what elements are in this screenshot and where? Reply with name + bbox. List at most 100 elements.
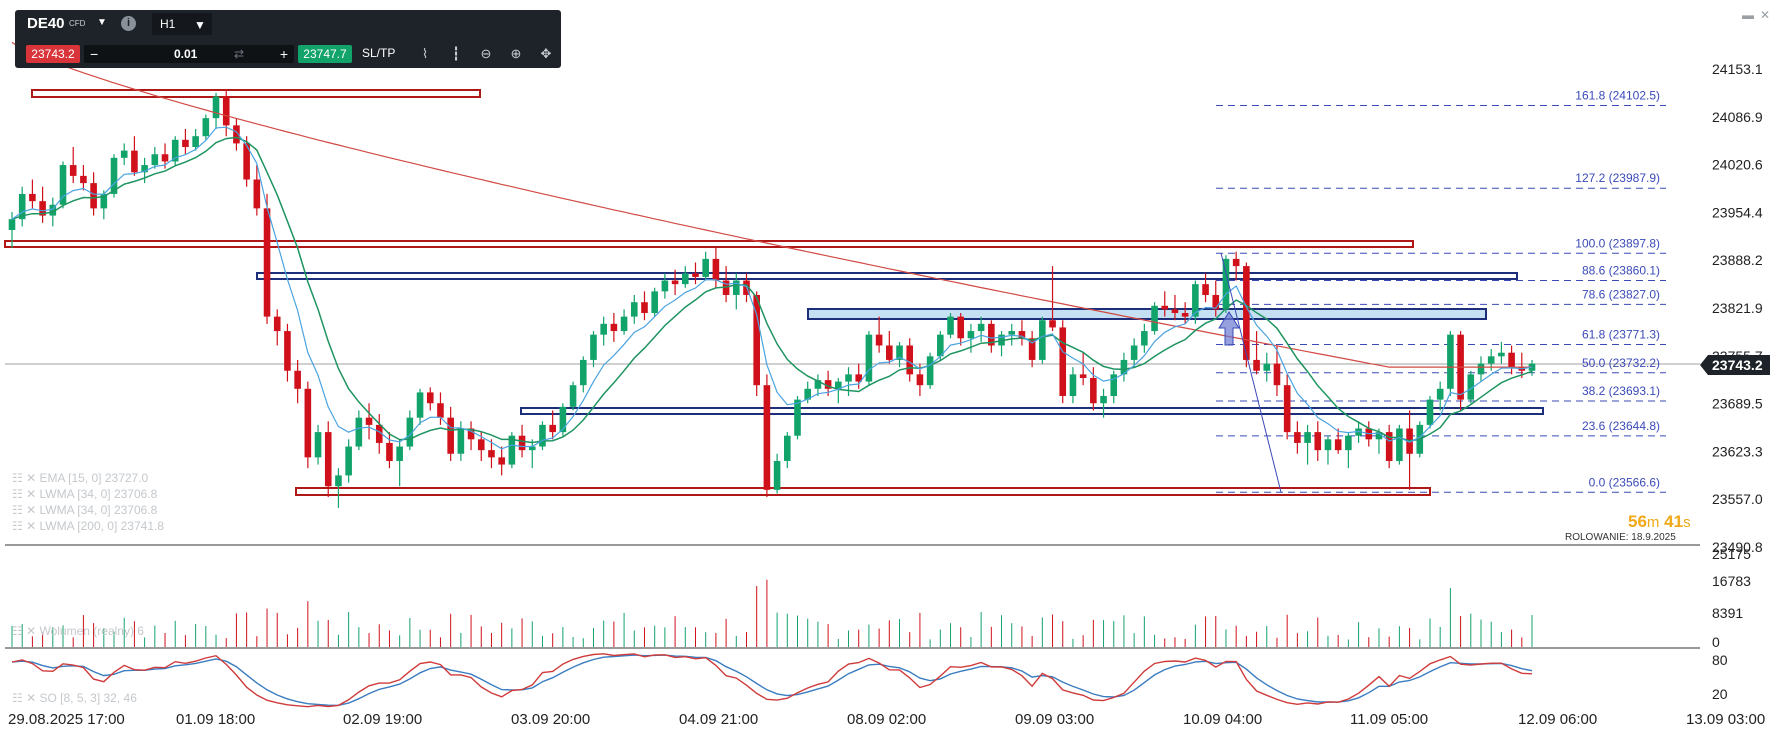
candle xyxy=(59,161,67,209)
price-axis-label: 24153.1 xyxy=(1712,61,1763,77)
candle xyxy=(508,432,516,469)
candle-body xyxy=(284,331,291,371)
candle xyxy=(1467,370,1475,404)
candle-body xyxy=(69,165,77,176)
zoom-in-icon[interactable]: ⊕ xyxy=(510,46,522,61)
candle-body xyxy=(304,388,312,458)
candle xyxy=(773,453,781,494)
time-axis-label: 13.09 03:00 xyxy=(1686,711,1765,728)
candle-body xyxy=(610,323,618,332)
candle-body xyxy=(906,345,914,375)
candle xyxy=(732,273,740,310)
trading-toolbar: DE40 CFD ▼ i H1 ▼ 23743.2 − 0.01 ⇄ + 237… xyxy=(15,10,561,68)
candle xyxy=(651,287,658,317)
candle-body xyxy=(100,193,108,209)
instrument-selector[interactable]: DE40 CFD ▼ i H1 ▼ xyxy=(15,10,215,38)
stoch-axis-label: 20 xyxy=(1712,686,1728,702)
candle-body xyxy=(8,219,16,231)
time-axis-label: 29.08.2025 17:00 xyxy=(8,711,125,728)
sell-button[interactable]: 23743.2 xyxy=(26,45,80,63)
candle-body xyxy=(528,446,536,451)
resistance-zone-mid xyxy=(4,240,1414,248)
fib-level-label: 38.2 (23693.1) xyxy=(1582,384,1660,398)
candle-body xyxy=(518,435,526,451)
increase-quantity-button[interactable]: + xyxy=(279,46,288,62)
minimize-icon[interactable]: ▬ xyxy=(1742,8,1754,22)
indicator-legend-item: ☷ ✕ EMA [15, 0] 23727.0 xyxy=(12,471,149,485)
candle xyxy=(1079,352,1087,386)
time-axis-label: 02.09 19:00 xyxy=(343,711,422,728)
candle xyxy=(39,186,46,223)
zoom-out-icon[interactable]: ⊖ xyxy=(480,46,492,61)
candle xyxy=(222,89,230,137)
candle xyxy=(845,367,852,397)
close-icon[interactable]: ✕ xyxy=(1760,8,1771,22)
candle-body xyxy=(467,428,475,440)
chevron-down-icon[interactable]: ▼ xyxy=(97,17,107,28)
price-axis-label: 23954.4 xyxy=(1712,204,1763,220)
move-icon[interactable]: ✥ xyxy=(540,46,552,61)
candle xyxy=(671,269,679,295)
candle xyxy=(498,446,505,476)
candle-body xyxy=(1253,359,1260,371)
candle xyxy=(763,374,771,498)
candle xyxy=(467,421,475,451)
candle-body xyxy=(253,179,261,209)
quantity-stepper[interactable]: − 0.01 ⇄ + xyxy=(84,45,294,63)
candle xyxy=(1181,302,1189,324)
line-chart-icon[interactable]: ⌇ xyxy=(421,46,429,61)
current-price-value: 23743.2 xyxy=(1712,357,1763,373)
candle xyxy=(1324,435,1332,465)
candle xyxy=(294,359,301,404)
buy-button[interactable]: 23747.7 xyxy=(298,45,352,63)
candle xyxy=(1447,331,1454,397)
decrease-quantity-button[interactable]: − xyxy=(90,46,99,62)
stoch-legend: ☷ ✕ SO [8, 5, 3] 32, 46 xyxy=(12,691,137,705)
sltp-button[interactable]: SL/TP xyxy=(362,46,396,60)
candle-body xyxy=(1059,327,1067,397)
candle-body xyxy=(600,323,607,335)
candle xyxy=(937,331,944,360)
candle xyxy=(335,468,342,508)
candle xyxy=(355,410,363,451)
time-axis-label: 08.09 02:00 xyxy=(847,711,926,728)
timeframe-select[interactable]: H1 ▼ xyxy=(152,13,212,35)
candle xyxy=(1498,341,1505,364)
candle xyxy=(579,356,587,393)
candle-body xyxy=(630,302,638,317)
candle xyxy=(1283,374,1291,440)
candle-body xyxy=(722,280,730,295)
quantity-value[interactable]: 0.01 xyxy=(174,47,198,61)
volume-axis-label: 25175 xyxy=(1712,546,1751,562)
candle xyxy=(1130,338,1138,368)
candle-body xyxy=(661,280,669,292)
candle xyxy=(977,316,985,342)
candle xyxy=(447,406,454,461)
candle-body xyxy=(569,385,577,407)
info-icon[interactable]: i xyxy=(121,16,136,31)
candle-body xyxy=(396,446,403,461)
volume-legend: ☷ ✕ Wolumen (realny) 6 xyxy=(12,624,144,638)
candle-body xyxy=(1222,258,1230,310)
candle-body xyxy=(1436,388,1444,400)
candles-icon[interactable]: ┇ xyxy=(452,46,460,61)
lwma34-line xyxy=(11,136,1533,444)
candle xyxy=(386,432,393,469)
candle xyxy=(1110,370,1118,404)
symbol-label[interactable]: DE40 xyxy=(27,15,65,32)
candle xyxy=(998,331,1005,357)
chevron-down-icon[interactable]: ▼ xyxy=(194,18,206,32)
volume-axis-label: 8391 xyxy=(1712,605,1743,621)
candle-body xyxy=(18,193,26,220)
candle-body xyxy=(763,385,771,490)
candle-body xyxy=(120,150,128,158)
swap-icon[interactable]: ⇄ xyxy=(234,47,245,61)
time-axis-label: 03.09 20:00 xyxy=(511,711,590,728)
candle-body xyxy=(977,323,985,332)
candle-body xyxy=(1375,432,1383,440)
candle xyxy=(273,309,281,346)
candle-body xyxy=(692,273,699,277)
candle-body xyxy=(49,204,57,216)
candle-body xyxy=(1467,374,1475,400)
